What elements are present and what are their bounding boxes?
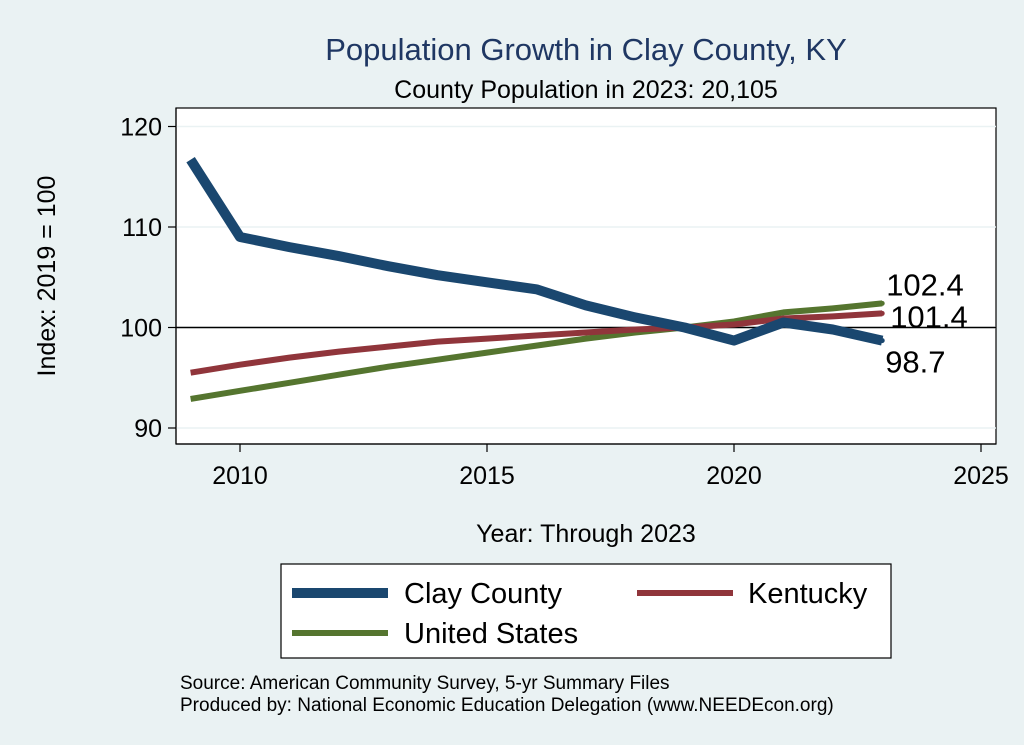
legend-label: Kentucky	[748, 578, 868, 610]
y-tick-label: 90	[134, 415, 162, 443]
end-label-clay-county: 98.7	[885, 345, 945, 380]
legend-items: Clay County Kentucky United States	[292, 578, 868, 650]
series-line-kentucky	[190, 310, 883, 376]
x-tick-label: 2010	[212, 462, 268, 490]
series-end-point	[879, 338, 885, 344]
produced-by-note: Produced by: National Economic Education…	[180, 695, 834, 716]
chart-subtitle: County Population in 2023: 20,105	[394, 76, 778, 104]
series-line-clay-county	[186, 157, 884, 346]
legend	[280, 563, 892, 659]
y-axis: 90 100 110 120	[120, 108, 177, 444]
plot-area	[175, 107, 997, 445]
series-lines	[186, 157, 885, 402]
source-note: Source: American Community Survey, 5-yr …	[180, 673, 670, 694]
chart-title: Population Growth in Clay County, KY	[325, 32, 847, 67]
x-axis-title: Year: Through 2023	[476, 520, 696, 548]
end-label-united-states: 102.4	[886, 267, 964, 302]
end-label-kentucky: 101.4	[890, 299, 968, 334]
series-end-point	[879, 300, 885, 306]
x-tick-label: 2020	[706, 462, 762, 490]
y-tick-label: 100	[120, 315, 162, 343]
x-tick-label: 2025	[953, 462, 1009, 490]
x-tick-label: 2015	[459, 462, 515, 490]
legend-label: Clay County	[404, 578, 562, 610]
y-tick-label: 110	[122, 214, 162, 242]
x-axis: 2010 2015 2020 2025	[176, 443, 1009, 490]
legend-label: United States	[404, 618, 578, 650]
series-line-united-states	[190, 300, 883, 402]
series-end-point	[879, 310, 885, 316]
y-tick-label: 120	[120, 114, 162, 142]
y-axis-title: Index: 2019 = 100	[33, 176, 61, 377]
